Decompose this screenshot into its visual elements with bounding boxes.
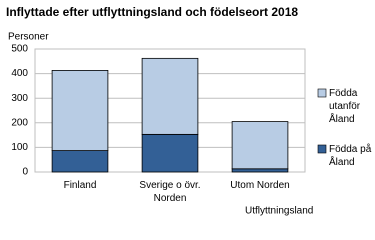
legend-swatch: [317, 88, 327, 98]
y-tick-label: 400: [11, 68, 28, 79]
bar-segment: [141, 133, 199, 173]
bar-segment: [51, 150, 109, 173]
bar-segment: [231, 168, 289, 173]
bar-segment: [141, 57, 199, 135]
x-tick-label: Utom Norden: [230, 180, 290, 191]
chart-container: Inflyttade efter utflyttningsland och fö…: [6, 5, 372, 217]
bar-segment: [51, 70, 109, 151]
chart: Inflyttade efter utflyttningsland och fö…: [6, 5, 327, 217]
x-tick-label: Sverige o övr. Norden: [139, 180, 201, 204]
legend-label: Födda utanför Åland: [329, 88, 361, 125]
legend-swatch: [317, 144, 327, 154]
y-tick-label: 200: [11, 117, 28, 128]
chart-title: Inflyttade efter utflyttningsland och fö…: [6, 5, 298, 19]
y-axis-label: Personer: [8, 32, 49, 43]
legend-label: Födda på Åland: [329, 144, 372, 168]
y-tick-label: 300: [11, 93, 28, 104]
x-axis-label: Utflyttningsland: [245, 206, 313, 217]
y-tick-label: 100: [11, 142, 28, 153]
y-tick-label: 0: [22, 167, 28, 178]
bar-segment: [231, 121, 289, 170]
y-tick-label: 500: [11, 44, 28, 55]
x-tick-label: Finland: [63, 180, 97, 191]
